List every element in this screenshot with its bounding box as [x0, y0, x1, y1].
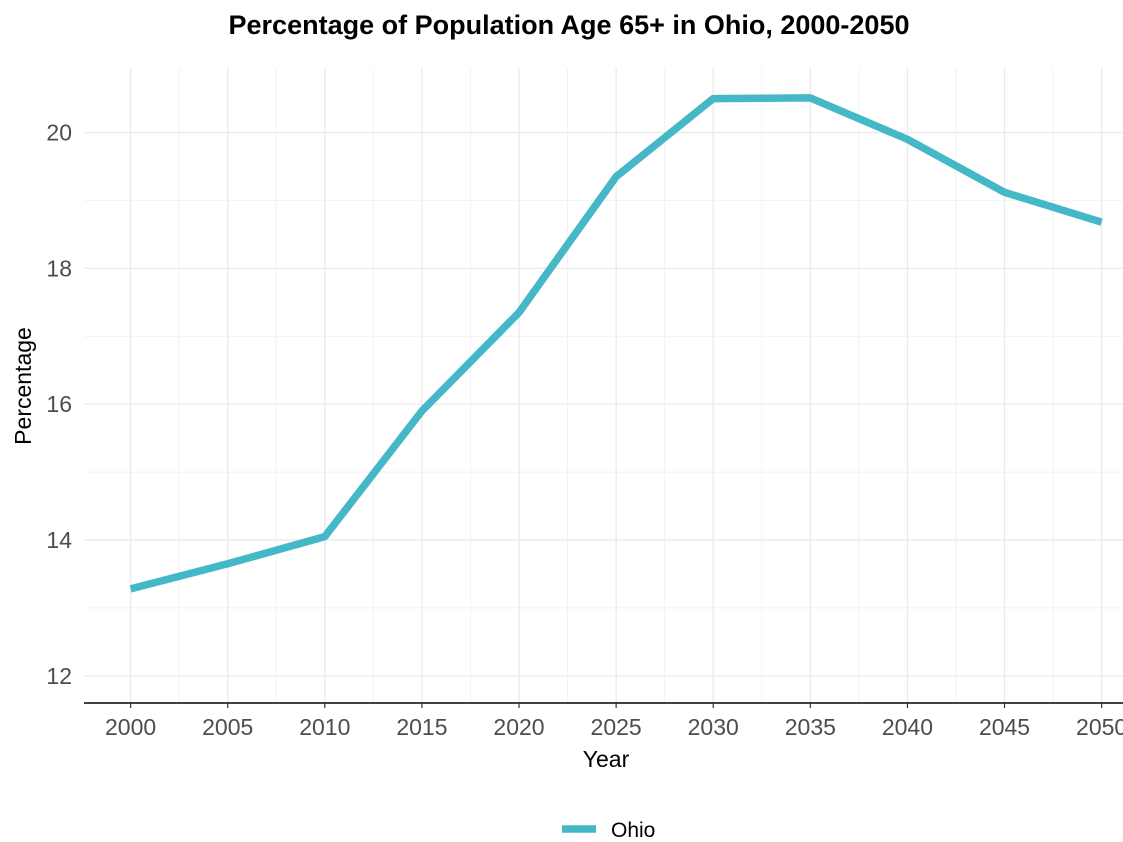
x-tick-label: 2040	[882, 714, 933, 740]
y-axis-label: Percentage	[10, 327, 36, 445]
x-tick-label: 2050	[1076, 714, 1123, 740]
x-tick-label: 2020	[493, 714, 544, 740]
series-layer	[129, 94, 1103, 593]
x-tick-label: 2015	[396, 714, 447, 740]
legend: Ohio	[562, 819, 655, 842]
y-tick-label: 12	[46, 663, 72, 689]
x-tick-label: 2025	[591, 714, 642, 740]
y-tick-label: 14	[46, 527, 72, 553]
chart-title: Percentage of Population Age 65+ in Ohio…	[229, 10, 910, 40]
series-line	[129, 94, 1103, 593]
x-tick-label: 2000	[105, 714, 156, 740]
x-tick-label: 2035	[785, 714, 836, 740]
x-axis: 2000 2005 2010 2015 2020 2025 2030 2035 2040 2045…	[105, 703, 1123, 740]
y-axis: 12 14 16 18 20	[46, 120, 72, 689]
legend-label: Ohio	[611, 819, 655, 842]
x-tick-label: 2005	[202, 714, 253, 740]
x-tick-label: 2030	[688, 714, 739, 740]
y-tick-label: 16	[46, 391, 72, 417]
y-tick-label: 20	[46, 120, 72, 146]
x-tick-label: 2010	[299, 714, 350, 740]
x-tick-label: 2045	[979, 714, 1030, 740]
grid	[84, 68, 1123, 703]
y-tick-label: 18	[46, 255, 72, 281]
x-axis-label: Year	[583, 746, 630, 772]
